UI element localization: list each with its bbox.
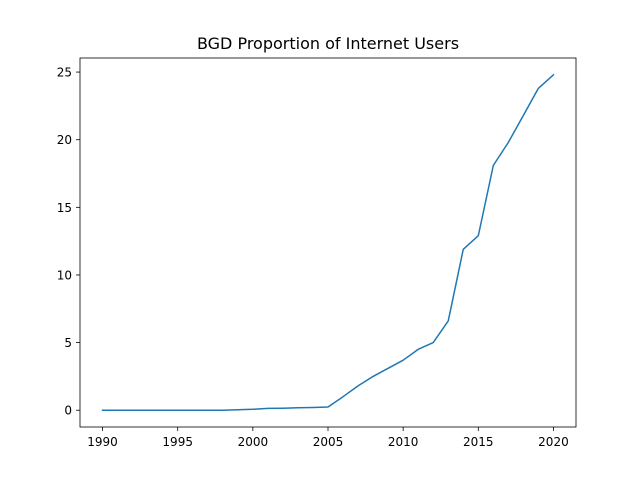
series-line-0 [101, 73, 555, 411]
y-tick-label: 0 [64, 404, 72, 418]
y-tick-label: 25 [57, 66, 72, 80]
y-tick-label: 15 [57, 201, 72, 215]
x-tick-label: 2010 [388, 435, 419, 449]
x-tick-label: 2020 [538, 435, 569, 449]
y-tick-label: 20 [57, 133, 72, 147]
chart-title: BGD Proportion of Internet Users [197, 34, 459, 53]
x-tick-label: 2015 [463, 435, 494, 449]
x-tick-label: 2000 [238, 435, 269, 449]
axes: 1990 1995 2000 2005 2010 2015 2020 0 5 10 15 20 25 [57, 57, 577, 449]
plot-area [101, 73, 555, 411]
y-tick-label: 5 [64, 336, 72, 350]
x-tick-label: 1995 [162, 435, 193, 449]
y-tick-label: 10 [57, 268, 72, 282]
x-tick-label: 1990 [87, 435, 118, 449]
x-tick-label: 2005 [313, 435, 344, 449]
